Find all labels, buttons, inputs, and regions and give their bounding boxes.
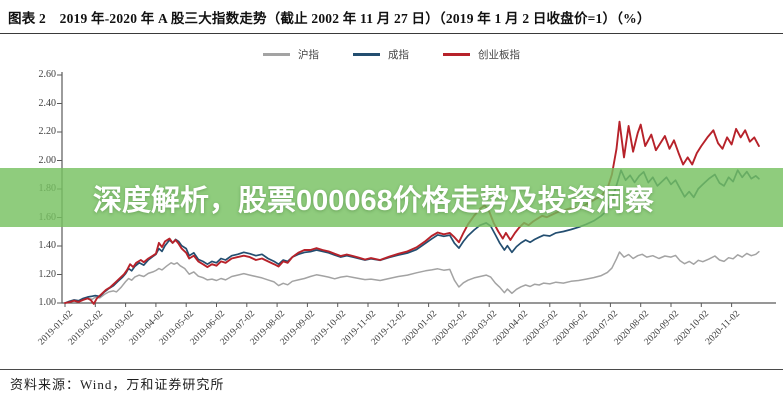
source-divider	[0, 369, 783, 370]
legend-label: 沪指	[298, 50, 319, 61]
chart-legend: 沪指 成指 创业板指	[0, 47, 783, 62]
title-divider	[0, 33, 783, 34]
banner-title: 深度解析，股票000068价格走势及投资洞察	[93, 184, 654, 217]
legend-label: 成指	[388, 50, 409, 61]
legend-line-icon	[263, 53, 290, 56]
source-note: 资料来源：Wind，万和证券研究所	[10, 377, 225, 392]
legend-item-shanghai-index: 沪指	[263, 47, 319, 62]
legend-line-icon	[443, 53, 470, 56]
legend-item-shenzhen-component-index: 成指	[353, 47, 409, 62]
legend-item-chinext-index: 创业板指	[443, 47, 520, 62]
overlay-banner: 深度解析，股票000068价格走势及投资洞察	[0, 168, 783, 227]
legend-line-icon	[353, 53, 380, 56]
figure-title: 图表 2 2019 年-2020 年 A 股三大指数走势（截止 2002 年 1…	[8, 11, 651, 26]
legend-label: 创业板指	[478, 50, 520, 61]
